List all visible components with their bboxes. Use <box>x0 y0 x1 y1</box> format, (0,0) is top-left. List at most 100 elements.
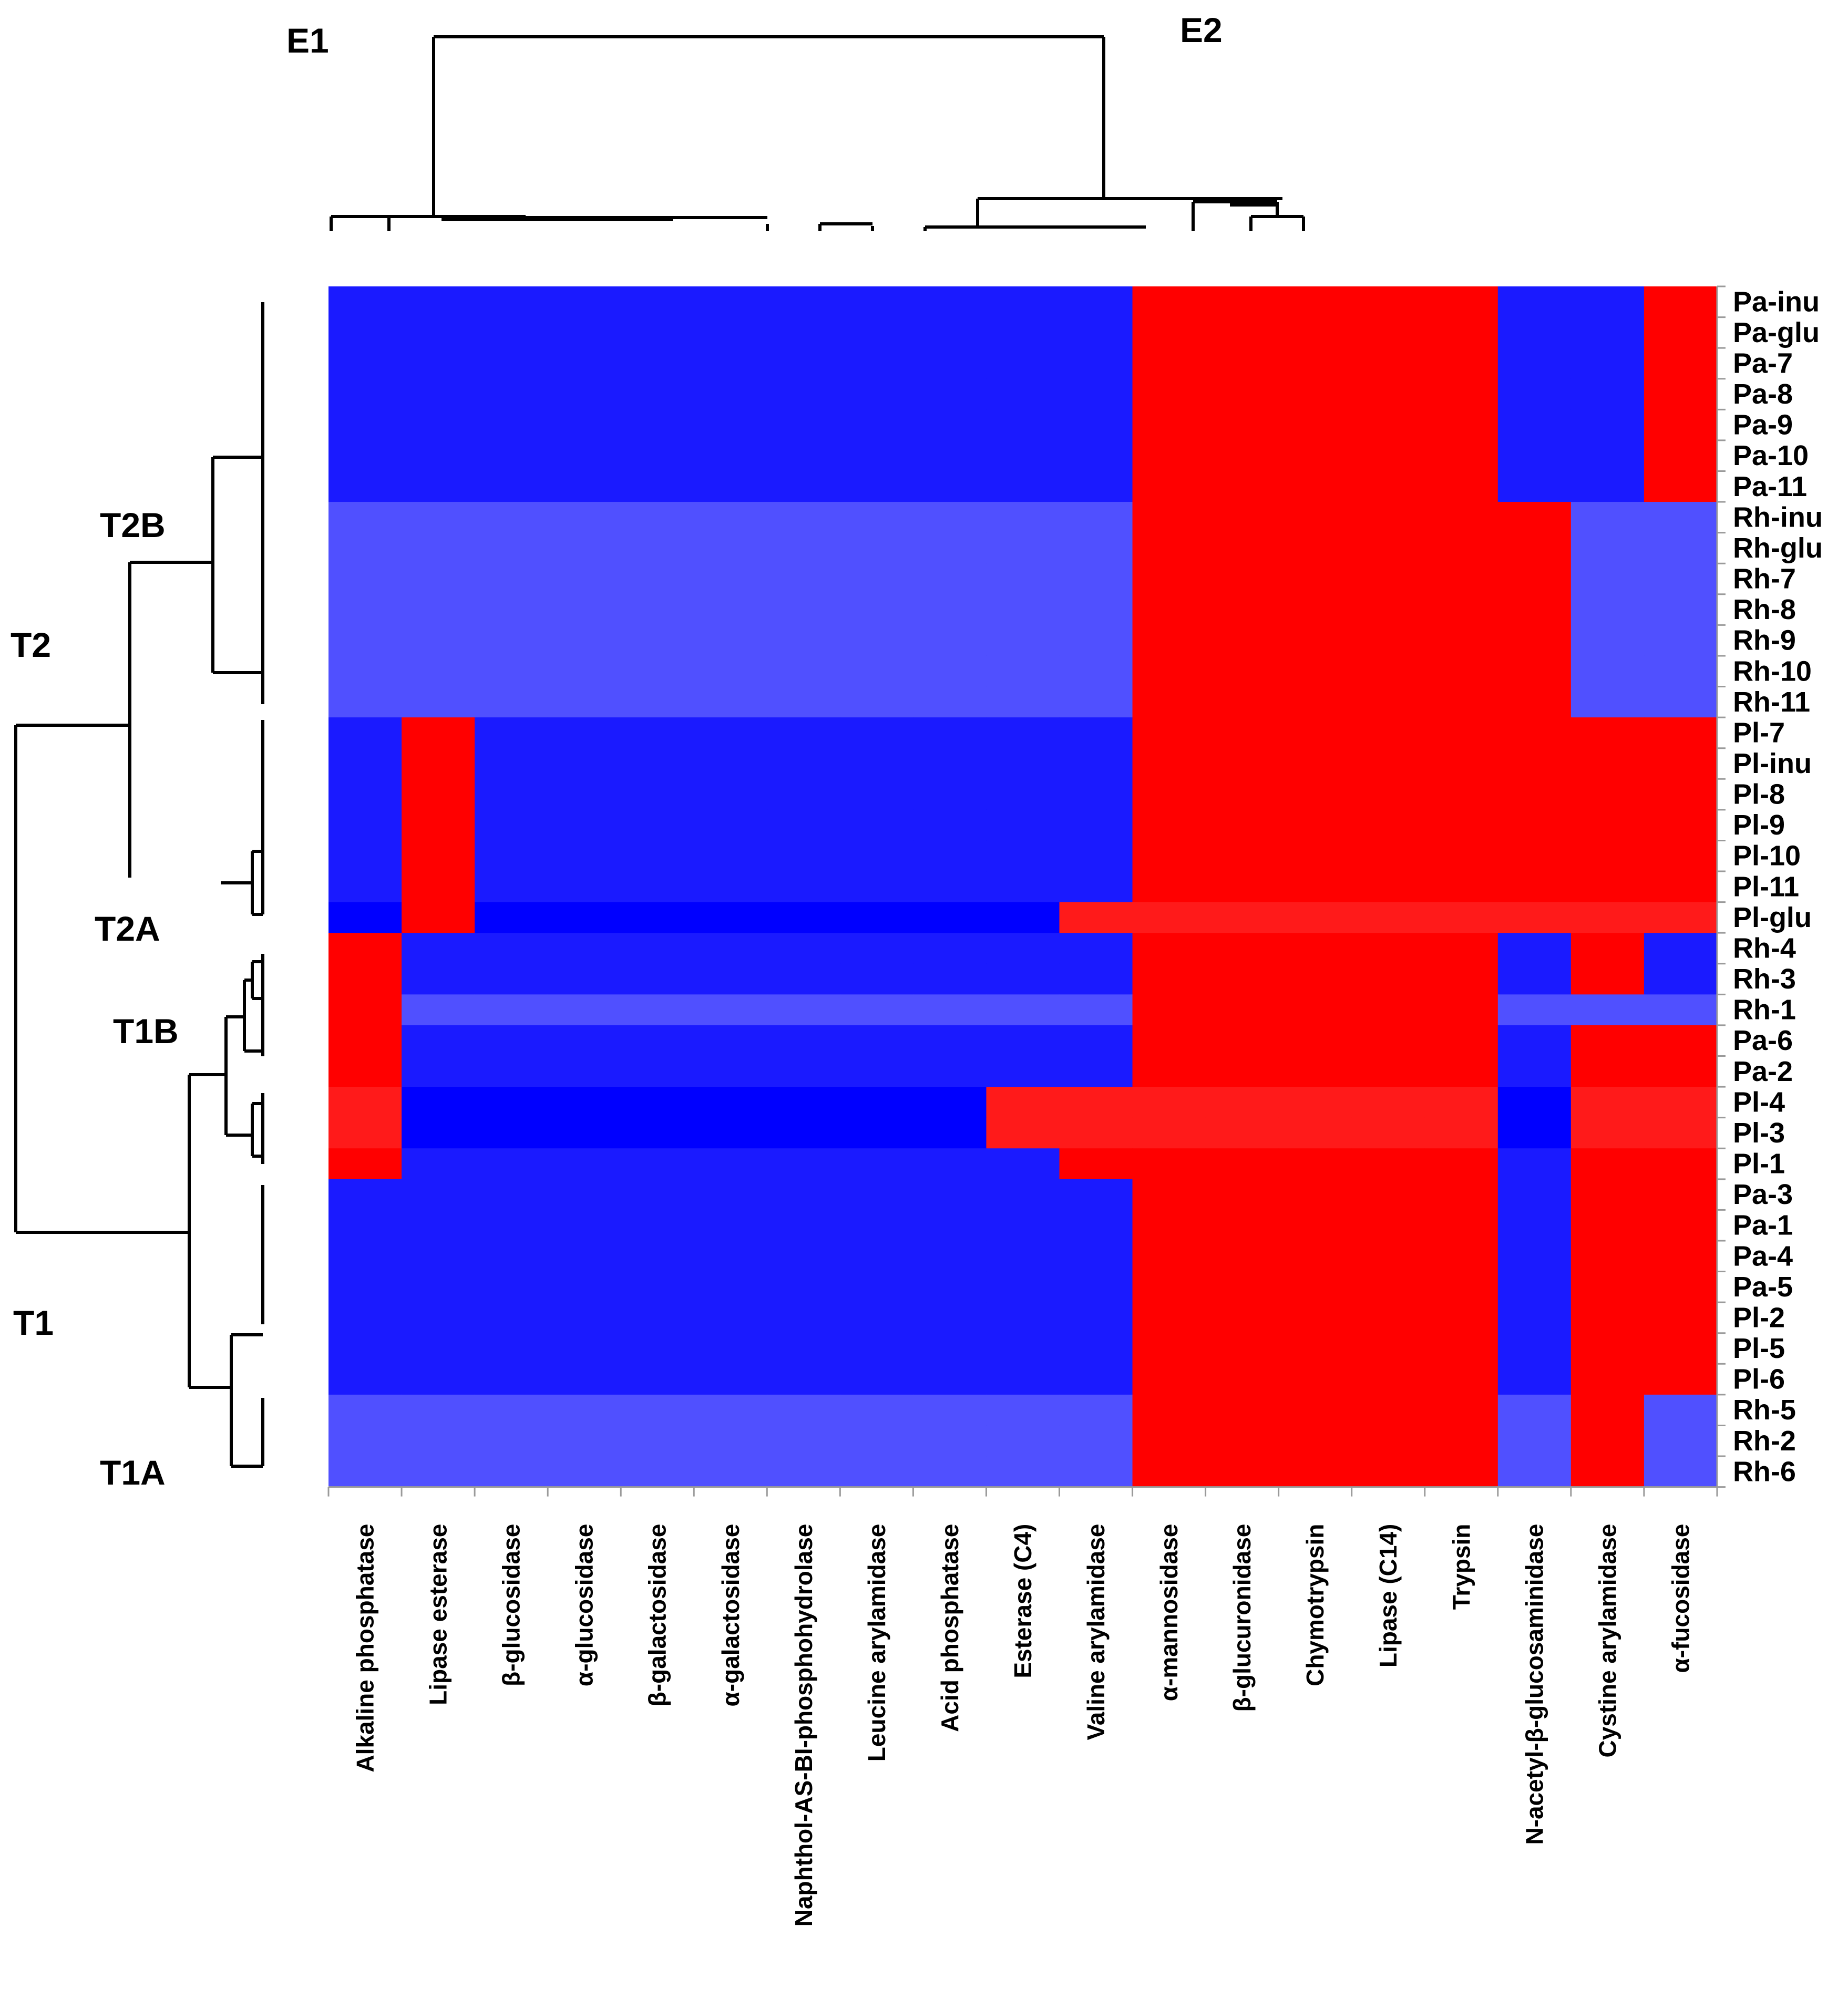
row-label: Pa-8 <box>1733 378 1793 410</box>
row-label: Pa-9 <box>1733 409 1793 441</box>
heatmap-cell <box>328 1210 402 1241</box>
heatmap-cell <box>475 964 548 995</box>
heatmap-cell <box>1571 871 1645 902</box>
heatmap-cell <box>913 1395 987 1426</box>
heatmap-cell <box>694 1395 767 1426</box>
heatmap-cell <box>840 317 913 348</box>
heatmap-cell <box>1060 871 1133 902</box>
heatmap-cell <box>328 1056 402 1087</box>
heatmap-cell <box>1133 1364 1206 1395</box>
heatmap-cell <box>1060 902 1133 933</box>
heatmap-cell <box>402 1025 475 1056</box>
heatmap-cell <box>913 687 987 718</box>
heatmap-cell <box>1498 1333 1572 1364</box>
heatmap-cell <box>402 687 475 718</box>
heatmap-cell <box>1133 810 1206 841</box>
heatmap-cell <box>402 717 475 748</box>
column-label: Alkaline phosphatase <box>352 1524 379 1773</box>
heatmap-cell <box>1644 348 1718 379</box>
heatmap-cell <box>1206 964 1279 995</box>
heatmap-cell <box>328 1087 402 1118</box>
heatmap-cell <box>913 594 987 625</box>
heatmap-cell <box>1279 994 1352 1025</box>
row-dendro-branch <box>244 954 263 1056</box>
heatmap-cell <box>621 779 694 810</box>
heatmap-cell <box>402 964 475 995</box>
heatmap-cell <box>328 1456 402 1487</box>
heatmap-cell <box>913 1425 987 1456</box>
cluster-label-T1A: T1A <box>100 1453 166 1492</box>
heatmap-cell <box>621 1395 694 1426</box>
heatmap-cell <box>328 379 402 410</box>
heatmap-cell <box>1498 533 1572 564</box>
heatmap-cell <box>548 1056 621 1087</box>
heatmap-cell <box>475 1456 548 1487</box>
heatmap-cell <box>840 656 913 687</box>
heatmap-cell <box>986 409 1060 440</box>
heatmap-cell <box>621 902 694 933</box>
heatmap-cell <box>694 810 767 841</box>
heatmap-cell <box>840 840 913 871</box>
heatmap-cell <box>1425 1118 1498 1149</box>
heatmap-cell <box>1498 379 1572 410</box>
heatmap-cell <box>475 933 548 964</box>
row-label: Rh-2 <box>1733 1425 1796 1457</box>
heatmap-cell <box>694 1148 767 1179</box>
heatmap-cell <box>1644 1087 1718 1118</box>
heatmap-cell <box>767 563 840 594</box>
heatmap-cell <box>694 563 767 594</box>
heatmap-cell <box>840 533 913 564</box>
heatmap-cell <box>840 379 913 410</box>
heatmap-cell <box>328 471 402 502</box>
heatmap-cell <box>1352 409 1425 440</box>
heatmap-cell <box>694 1456 767 1487</box>
heatmap-cell <box>621 871 694 902</box>
heatmap-cell <box>548 656 621 687</box>
cluster-label-T2A: T2A <box>95 909 160 948</box>
heatmap-cell <box>1352 1395 1425 1426</box>
heatmap-cell <box>1498 502 1572 533</box>
heatmap-cell <box>767 471 840 502</box>
heatmap-cell <box>1279 286 1352 317</box>
heatmap-cell <box>986 840 1060 871</box>
heatmap-cell <box>913 471 987 502</box>
column-label: α-galactosidase <box>717 1524 744 1707</box>
column-label: N-acetyl-β-glucosaminidase <box>1521 1524 1548 1845</box>
heatmap-cell <box>694 994 767 1025</box>
heatmap-cell <box>1644 317 1718 348</box>
heatmap-cell <box>694 379 767 410</box>
heatmap-cell <box>1279 1456 1352 1487</box>
heatmap-cell <box>1133 779 1206 810</box>
heatmap-cell <box>1571 317 1645 348</box>
heatmap-cell <box>548 1210 621 1241</box>
heatmap-cell <box>548 317 621 348</box>
heatmap-cell <box>402 656 475 687</box>
heatmap-cell <box>1571 1025 1645 1056</box>
heatmap-cell <box>1279 687 1352 718</box>
heatmap-cell <box>1133 471 1206 502</box>
heatmap-cell <box>328 409 402 440</box>
heatmap-cell <box>1206 1148 1279 1179</box>
cluster-label-T2B: T2B <box>100 506 166 544</box>
heatmap-cell <box>548 687 621 718</box>
heatmap-cell <box>1571 533 1645 564</box>
row-label: Pa-2 <box>1733 1056 1793 1087</box>
heatmap-cell <box>1206 1056 1279 1087</box>
heatmap-cell <box>1425 964 1498 995</box>
row-label: Rh-5 <box>1733 1394 1796 1426</box>
cluster-label-T2: T2 <box>11 625 51 664</box>
heatmap-cell <box>1498 1056 1572 1087</box>
heatmap-cell <box>767 1425 840 1456</box>
heatmap-cell <box>1352 563 1425 594</box>
heatmap-cell <box>475 1333 548 1364</box>
column-label: Naphthol-AS-BI-phosphohydrolase <box>790 1524 817 1927</box>
heatmap-cell <box>986 1364 1060 1395</box>
heatmap-cell <box>1133 1148 1206 1179</box>
heatmap-cell <box>986 348 1060 379</box>
heatmap-cell <box>986 717 1060 748</box>
heatmap-cell <box>548 348 621 379</box>
heatmap-cell <box>621 810 694 841</box>
heatmap-cell <box>1425 840 1498 871</box>
heatmap-cell <box>840 563 913 594</box>
